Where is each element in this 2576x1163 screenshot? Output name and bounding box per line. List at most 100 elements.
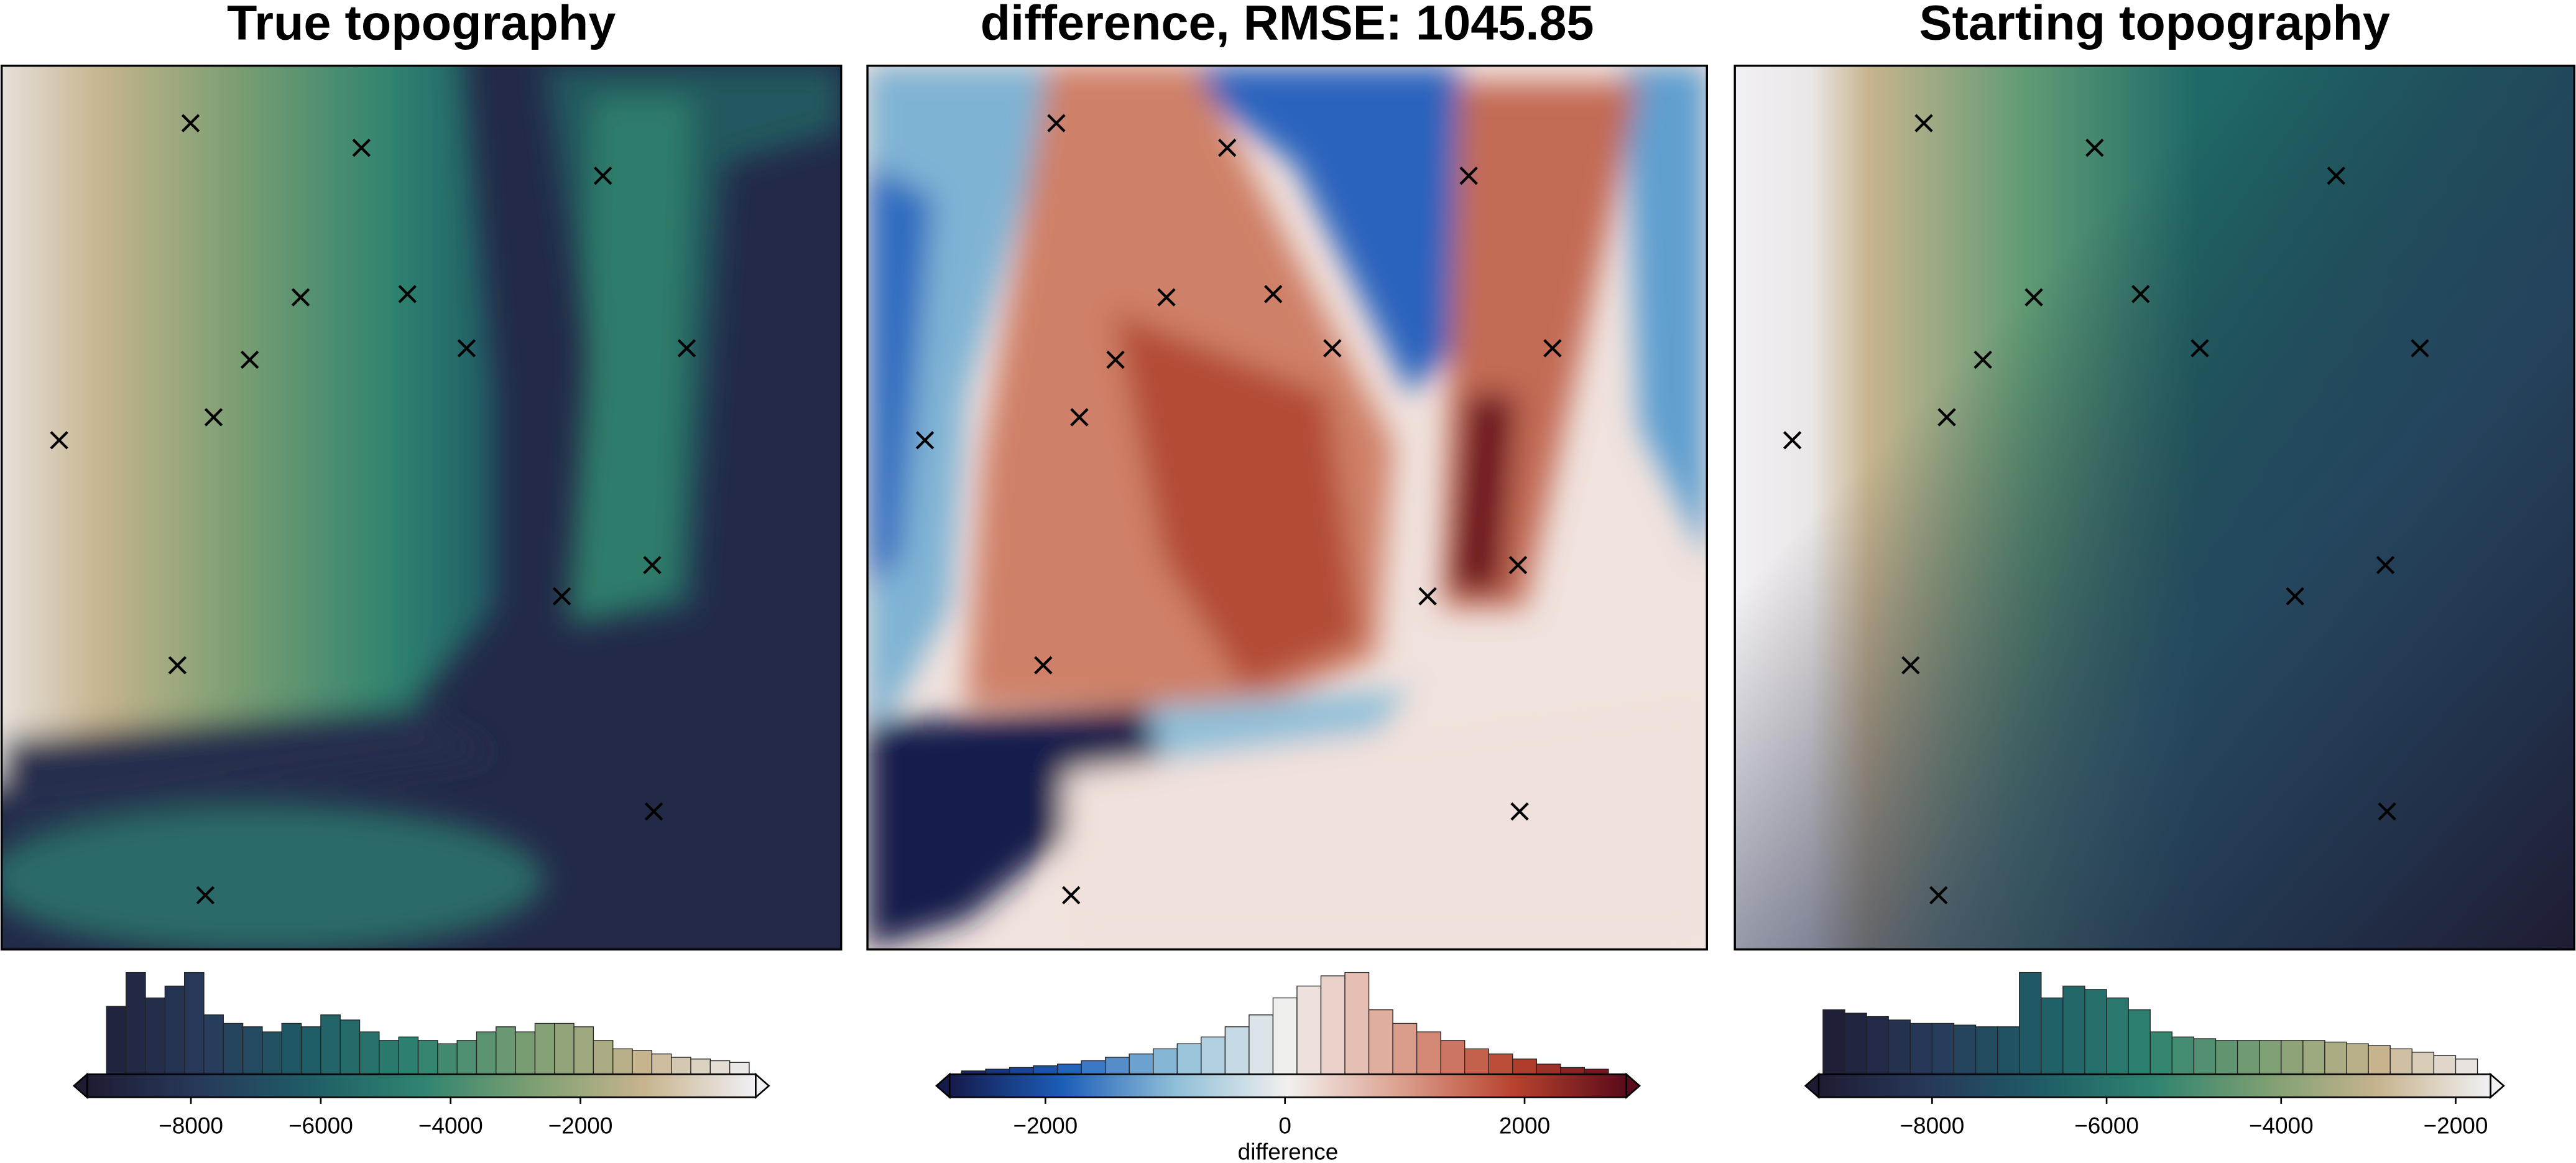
map-frame [866, 64, 1708, 951]
histogram-bar [145, 997, 165, 1075]
axis-label: difference [1238, 1139, 1339, 1163]
histogram-bar [2084, 989, 2107, 1075]
histogram-bar [2324, 1041, 2347, 1075]
histogram-bar [1105, 1057, 1130, 1075]
cross [457, 339, 476, 358]
histogram-bar [1176, 1043, 1202, 1075]
histogram-bar [729, 1062, 750, 1075]
histogram-bar [515, 1031, 536, 1075]
tick-label: −4000 [2249, 1113, 2314, 1138]
cross [2024, 288, 2043, 307]
histogram-bar [1822, 1009, 1845, 1075]
histogram-bar [651, 1053, 672, 1075]
colorbar-extend [72, 1072, 88, 1100]
chart-title: difference, RMSE: 1045.85 [981, 0, 1594, 50]
histogram-bar [379, 1040, 399, 1075]
cross [291, 288, 310, 307]
histogram-bar [242, 1026, 263, 1075]
cross [1901, 656, 1920, 675]
histogram-bar [1320, 975, 1346, 1075]
histogram-bar [1296, 985, 1322, 1075]
histogram-bar [1844, 1012, 1867, 1075]
histogram-bar [476, 1031, 497, 1075]
cross [1937, 408, 1956, 427]
cross [1157, 288, 1176, 307]
cross [1323, 339, 1342, 358]
histogram-bar [2346, 1043, 2369, 1075]
colorbar-extend [935, 1072, 951, 1100]
histogram-bar [1249, 1014, 1274, 1075]
histogram-bar [2455, 1059, 2478, 1075]
histogram-bar [1997, 1026, 2020, 1075]
histogram-bar [1888, 1019, 1911, 1075]
histogram-bar [709, 1060, 731, 1075]
histogram-bar [632, 1050, 653, 1075]
histogram-bar [2171, 1036, 2195, 1075]
chart-title: True topography [227, 0, 616, 50]
histogram-bar [1953, 1024, 1977, 1075]
colorbar-extend [755, 1072, 770, 1100]
cross [204, 408, 223, 427]
histogram-bar [2433, 1055, 2457, 1075]
histogram-bar [1081, 1060, 1106, 1075]
cross [1543, 339, 1562, 358]
histogram-bar [2215, 1040, 2238, 1075]
histogram-bar [398, 1036, 419, 1075]
histogram-bar [2128, 1009, 2151, 1075]
colorbar-extend [2490, 1072, 2505, 1100]
histogram-bar [1560, 1067, 1586, 1075]
map-frame [1733, 64, 2576, 951]
cross [2378, 802, 2396, 821]
histogram-bar [1009, 1067, 1034, 1075]
colorbar [1817, 1073, 2491, 1098]
histogram-bar [573, 1026, 594, 1075]
histogram-bar [1224, 1026, 1250, 1075]
histogram-bar [1368, 1009, 1393, 1075]
histogram-bar [1536, 1063, 1561, 1075]
histogram-bar [496, 1026, 516, 1075]
histogram-bar [554, 1022, 575, 1075]
histogram-bar [1866, 1016, 1889, 1075]
tick-label: −4000 [418, 1113, 483, 1138]
histogram-bar [1975, 1026, 1998, 1075]
starting-topography-map [1735, 65, 2575, 950]
cross [1418, 587, 1437, 606]
cross [2376, 555, 2395, 575]
cross [2411, 339, 2429, 358]
histogram-bar [2368, 1045, 2391, 1075]
cross [1783, 431, 1802, 450]
cross [1218, 139, 1237, 157]
histogram-bar [1153, 1048, 1178, 1075]
cross [2191, 339, 2209, 358]
histogram-bar [1488, 1053, 1513, 1075]
tick-label: −2000 [2424, 1113, 2488, 1138]
cross [1047, 114, 1066, 132]
histogram-bar [106, 1006, 127, 1075]
cross [2131, 285, 2150, 303]
tick-label: −8000 [159, 1113, 223, 1138]
histogram-bar [183, 971, 205, 1075]
tick-label: 2000 [1499, 1113, 1550, 1138]
cross [1264, 285, 1283, 303]
cross [2286, 587, 2304, 606]
histogram-bar [2281, 1040, 2304, 1075]
histogram-bar [1272, 997, 1298, 1075]
histogram-bar [1392, 1022, 1418, 1075]
cross [552, 587, 571, 606]
cross [181, 114, 200, 132]
histogram-bar [164, 985, 185, 1075]
colorbar [948, 1073, 1628, 1098]
maps [0, 64, 2576, 951]
tick-label: 0 [1278, 1113, 1291, 1138]
histogram-bar [1440, 1040, 1466, 1075]
cross [1510, 802, 1529, 821]
histogram-bar [2106, 997, 2129, 1075]
histogram-bar [223, 1022, 244, 1075]
histogram-bar [1201, 1036, 1226, 1075]
cross [1062, 886, 1081, 905]
cross [643, 555, 662, 575]
histogram-bar [262, 1031, 282, 1075]
histogram-bar [2041, 997, 2064, 1075]
histogram-bar [1129, 1053, 1154, 1075]
